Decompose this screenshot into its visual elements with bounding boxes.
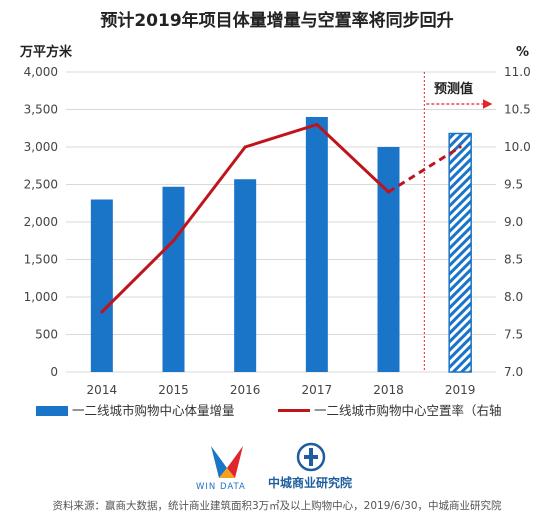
vacancy-point [243, 145, 247, 149]
right-tick-label: 11.0 [504, 65, 531, 79]
bar [162, 186, 185, 372]
vacancy-point [172, 239, 175, 243]
x-tick-label: 2018 [373, 383, 404, 397]
x-tick-label: 2015 [158, 383, 189, 397]
right-tick-label: 9.0 [504, 215, 523, 229]
bar [234, 179, 257, 372]
left-tick-label: 4,000 [24, 65, 58, 79]
win-data-en-label: WIN DATA [196, 482, 246, 492]
right-tick-label: 10.5 [504, 103, 531, 117]
vacancy-line-forecast [387, 145, 461, 194]
bar [377, 147, 400, 372]
right-tick-label: 8.5 [504, 253, 523, 267]
source-footnote: 资料来源：赢商大数据，统计商业建筑面积3万㎡及以上购物中心，2019/6/30，… [52, 500, 502, 512]
x-tick-label: 2019 [445, 383, 476, 397]
right-axis-unit: % [516, 45, 529, 60]
forecast-label: 预测值 [434, 81, 473, 97]
vacancy-point [387, 190, 390, 194]
left-tick-label: 3,500 [24, 103, 58, 117]
x-tick-label: 2014 [87, 383, 118, 397]
right-tick-label: 7.0 [504, 365, 523, 379]
left-tick-label: 3,000 [24, 140, 58, 154]
logo-strip: WIN DATA 中城商业研究院 [0, 440, 554, 496]
right-tick-label: 8.0 [504, 290, 523, 304]
cc-institute-logo [296, 442, 326, 472]
legend-line-swatch [278, 409, 310, 412]
cc-institute-name: 中城商业研究院 [268, 476, 353, 490]
bar-forecast [448, 132, 472, 373]
bar [305, 117, 328, 372]
left-tick-label: 2,500 [24, 178, 58, 192]
chart-legend: 一二线城市购物中心体量增量 一二线城市购物中心空置率（右轴 [36, 402, 536, 420]
left-tick-label: 1,500 [24, 253, 58, 267]
left-tick-label: 500 [35, 328, 58, 342]
left-tick-label: 0 [50, 365, 58, 379]
legend-line-label: 一二线城市购物中心空置率（右轴 [314, 403, 502, 418]
x-tick-label: 2017 [302, 383, 333, 397]
right-tick-label: 7.5 [504, 328, 523, 342]
left-tick-label: 2,000 [24, 215, 58, 229]
left-axis-unit: 万平方米 [19, 44, 73, 60]
win-data-logo [211, 446, 243, 478]
right-tick-label: 9.5 [504, 178, 523, 192]
legend-bar-swatch [36, 406, 68, 416]
combo-chart: 0 500 1,000 1,500 2,000 2,500 3,000 3,500 4,000 7… [19, 44, 531, 397]
vacancy-point [458, 145, 462, 149]
bar [90, 199, 113, 372]
vacancy-point [100, 310, 104, 314]
x-tick-label: 2016 [230, 383, 261, 397]
left-tick-label: 1,000 [24, 290, 58, 304]
legend-bar-label: 一二线城市购物中心体量增量 [72, 403, 235, 418]
chart-title: 预计2019年项目体量增量与空置率将同步回升 [100, 11, 454, 31]
vacancy-point [315, 123, 319, 126]
right-tick-label: 10.0 [504, 140, 531, 154]
